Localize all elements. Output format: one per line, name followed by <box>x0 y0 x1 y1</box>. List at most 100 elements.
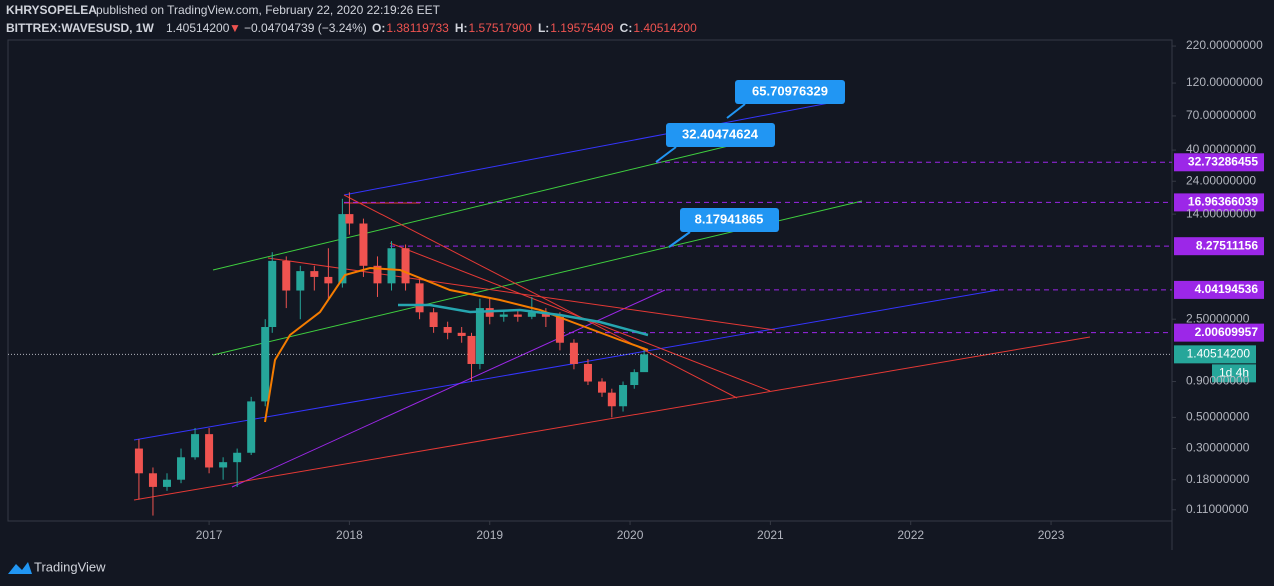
countdown: 1d 4h <box>1219 366 1249 380</box>
candle-body <box>268 260 277 328</box>
level-label-box <box>1174 193 1264 212</box>
callout-text: 32.40474624 <box>682 126 759 141</box>
levels: 32.73286455 16.96366039 8.27511156 4.041945… <box>8 153 1264 383</box>
callout-box <box>680 208 779 232</box>
level-label: 4.04194536 <box>1195 282 1259 296</box>
y-tick-label: 0.18000000 <box>1186 472 1250 486</box>
callout-text: 65.70976329 <box>752 83 828 98</box>
level-label: 32.73286455 <box>1188 154 1258 168</box>
candle-body <box>177 457 186 480</box>
x-tick-label: 2022 <box>897 528 924 542</box>
candle-body <box>499 314 508 317</box>
candle-body <box>467 335 476 364</box>
candle-body <box>345 214 354 224</box>
ohlc: O: 1.38119733 H: 1.57517900 L: 1.19575409 C: 1.… <box>372 21 697 35</box>
y-tick-label: 14.00000000 <box>1186 206 1256 220</box>
brand: TradingView <box>34 559 106 574</box>
candle-body <box>282 260 291 291</box>
y-tick-label: 2.50000000 <box>1186 311 1250 325</box>
y-tick-label: 0.11000000 <box>1186 502 1249 516</box>
candle-body <box>401 248 410 284</box>
ohlc-value: 1.38119733 <box>386 21 449 35</box>
candle-body <box>583 363 592 382</box>
last-price-box <box>1174 345 1256 364</box>
trend-line <box>343 99 846 196</box>
arrow: ▼ <box>229 21 241 35</box>
candle-body <box>162 479 171 487</box>
candle-body <box>415 283 424 313</box>
candle-body <box>338 214 347 284</box>
x-tick-label: 2023 <box>1038 528 1065 542</box>
candle-body <box>443 327 452 333</box>
candle-body <box>475 308 484 364</box>
candle-body <box>513 314 522 317</box>
candle-body <box>134 448 143 474</box>
ohlc-label: H: <box>455 21 468 35</box>
candle-body <box>233 452 242 463</box>
trend-line <box>389 242 771 392</box>
y-tick-label: 70.00000000 <box>1186 108 1256 122</box>
ohlc-value: 1.19575409 <box>550 21 614 35</box>
candle-body <box>387 248 396 284</box>
ohlc-value: 1.40514200 <box>633 21 697 35</box>
candle-body <box>310 271 319 277</box>
candle-body <box>324 276 333 284</box>
callout-box <box>666 123 775 147</box>
callout-pointer <box>726 103 746 119</box>
level-label-box <box>1174 153 1264 172</box>
ohlc-value: 1.57517900 <box>469 21 533 35</box>
candle-body <box>261 327 270 402</box>
candle-body <box>555 316 564 343</box>
x-tick-label: 2020 <box>617 528 644 542</box>
candle-body <box>541 312 550 317</box>
y-tick-label: 40.00000000 <box>1186 142 1256 156</box>
author: KHRYSOPELEA <box>6 3 97 17</box>
candle-body <box>457 332 466 336</box>
candle-body <box>148 473 157 487</box>
candle-body <box>640 354 649 373</box>
y-tick-label: 24.00000000 <box>1186 173 1256 187</box>
callouts: 65.70976329 32.40474624 8.17941865 <box>655 80 845 248</box>
change: −0.04704739 (−3.24%) <box>244 21 367 35</box>
trend-line <box>212 141 746 271</box>
candle-body <box>205 434 214 468</box>
level-label: 16.96366039 <box>1188 195 1258 209</box>
trend-line <box>231 289 666 488</box>
candle-body <box>630 372 639 386</box>
candle-body <box>607 392 616 407</box>
symbol: BITTREX:WAVESUSD, 1W <box>6 21 154 35</box>
moving-average <box>398 303 649 337</box>
level-label-box <box>1174 237 1264 256</box>
x-tick-label: 2018 <box>336 528 363 542</box>
countdown-box <box>1212 364 1256 383</box>
moving-average <box>264 266 649 423</box>
candle-body <box>429 312 438 328</box>
candle-body <box>296 271 305 291</box>
candle-body <box>219 462 228 468</box>
candle-body <box>373 265 382 284</box>
trend-line <box>133 336 1091 501</box>
y-tick-label: 0.90000000 <box>1186 374 1250 388</box>
ohlc-label: L: <box>538 21 549 35</box>
callout-pointer <box>655 146 677 163</box>
published: published on TradingView.com, February 2… <box>96 3 441 17</box>
y-tick-label: 0.30000000 <box>1186 441 1250 455</box>
callout-pointer <box>668 231 691 248</box>
callout-box <box>735 80 845 104</box>
ohlc-label: O: <box>372 21 385 35</box>
x-tick-label: 2021 <box>757 528 784 542</box>
level-label: 8.27511156 <box>1196 238 1258 252</box>
candle-body <box>527 312 536 317</box>
trend-line <box>133 289 999 441</box>
x-tick-label: 2019 <box>476 528 503 542</box>
candle-body <box>619 385 628 407</box>
candles <box>134 192 649 516</box>
ohlc-label: C: <box>620 21 633 35</box>
y-tick-label: 120.00000000 <box>1186 75 1263 89</box>
x-tick-label: 2017 <box>196 528 223 542</box>
candle-body <box>247 401 256 453</box>
candle-body <box>569 342 578 364</box>
